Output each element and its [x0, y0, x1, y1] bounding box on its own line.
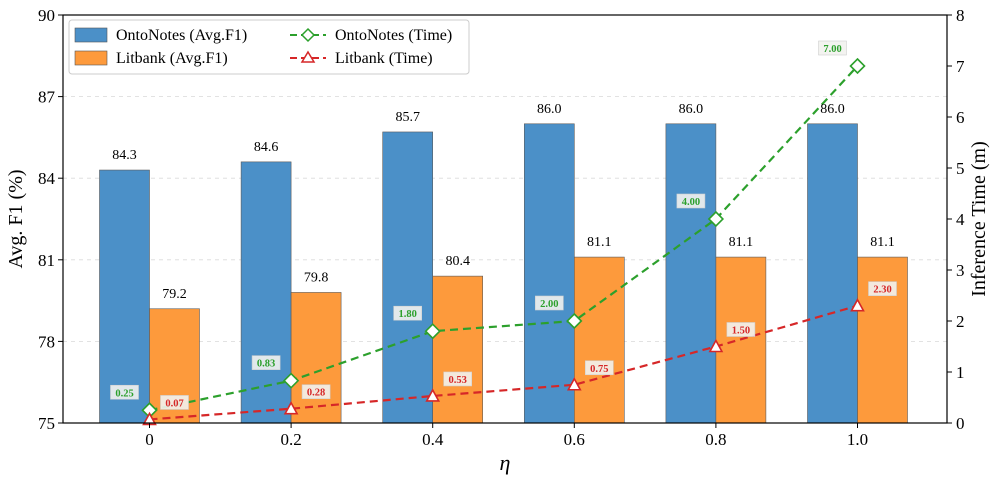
legend-label-ontonotes-time: OntoNotes (Time): [335, 27, 452, 44]
diamond-marker: [707, 210, 725, 228]
bar-value-label: 86.0: [820, 102, 845, 117]
bar-value-label: 79.8: [304, 270, 329, 285]
point-value-label: 0.28: [307, 388, 325, 399]
y2-tick-label: 3: [956, 261, 965, 280]
axes-layer: [58, 14, 952, 428]
point-value-label: 0.07: [165, 398, 183, 409]
x-tick-label: 1.0: [847, 430, 868, 449]
x-tick-label: 0.6: [564, 430, 585, 449]
y2-tick-label: 4: [956, 210, 965, 229]
bar-layer: [99, 123, 908, 424]
point-value-label: 7.00: [823, 44, 841, 55]
x-axis-label: η: [500, 450, 511, 475]
legend-swatch-litbank-f1: [74, 50, 108, 66]
diamond-marker: [424, 323, 441, 340]
y-tick-label: 78: [38, 332, 55, 351]
point-value-label: 2.30: [873, 285, 891, 296]
bar-ontonotes: [99, 169, 150, 424]
legend: OntoNotes (Avg.F1) Litbank (Avg.F1) Onto…: [68, 19, 470, 75]
point-label-box: [301, 384, 331, 400]
point-value-label: 4.00: [682, 197, 700, 208]
y-tick-label: 90: [38, 6, 55, 25]
bar-litbank: [573, 256, 625, 424]
point-label-box: [534, 295, 564, 311]
x-tick-label: 0: [145, 430, 154, 449]
legend-label-litbank-time: Litbank (Time): [335, 50, 433, 67]
grid-layer: [63, 96, 947, 342]
point-label-box: [251, 355, 281, 370]
bar-value-label: 81.1: [729, 235, 754, 250]
bar-value-label: 80.4: [445, 254, 470, 269]
bar-ontonotes: [807, 123, 858, 424]
bar-value-label: 81.1: [870, 235, 895, 250]
bar-litbank: [432, 275, 484, 424]
bar-litbank: [290, 292, 342, 424]
point-value-label: 0.83: [257, 359, 275, 370]
legend-box: [68, 19, 470, 75]
y-tick-label: 84: [38, 169, 56, 188]
bar-value-label: 86.0: [679, 102, 704, 117]
y2-tick-label: 1: [956, 363, 965, 382]
legend-diamond-icon: [300, 27, 316, 43]
x-tick-label: 0.4: [422, 430, 444, 449]
x-tick-label: 0.8: [705, 430, 726, 449]
point-label-box: [584, 360, 614, 376]
point-value-label: 2.00: [540, 299, 558, 310]
legend-swatch-ontonotes-f1: [74, 27, 108, 43]
y2-tick-label: 8: [956, 6, 965, 25]
y-tick-label: 75: [38, 414, 55, 433]
point-value-label: 0.75: [590, 364, 608, 375]
point-label-box: [110, 384, 139, 400]
point-label-box: [726, 322, 756, 337]
y-axis-label: Avg. F1 (%): [5, 169, 27, 268]
bar-ontonotes: [382, 131, 434, 424]
point-value-label: 1.50: [732, 326, 750, 337]
point-value-label: 1.80: [399, 309, 417, 320]
bar-value-label: 86.0: [537, 102, 562, 117]
point-label-box: [868, 281, 897, 297]
point-label-box: [676, 193, 706, 209]
line-layer: [110, 40, 897, 426]
y-tick-label: 87: [38, 88, 56, 107]
triangle-marker: [283, 401, 299, 415]
point-label-box: [443, 371, 473, 387]
legend-label-litbank-f1: Litbank (Avg.F1): [116, 50, 228, 67]
bar-value-label: 84.3: [112, 148, 137, 163]
diamond-marker: [282, 372, 300, 389]
triangle-marker: [850, 298, 865, 312]
legend-label-ontonotes-f1: OntoNotes (Avg.F1): [116, 27, 247, 44]
line-ontonotes-time: [149, 65, 859, 412]
point-label-box: [393, 305, 423, 321]
triangle-marker: [708, 338, 724, 353]
y2-tick-label: 0: [956, 414, 965, 433]
triangle-marker: [566, 377, 582, 391]
point-value-label: 0.53: [449, 375, 467, 386]
legend-triangle-icon: [300, 50, 316, 63]
bar-ontonotes: [523, 123, 575, 424]
bar-ontonotes: [240, 161, 292, 424]
y2-tick-label: 2: [956, 312, 965, 331]
point-value-label: 0.25: [115, 388, 133, 399]
y2-tick-label: 6: [956, 108, 965, 127]
line-litbank-time: [149, 304, 858, 421]
bar-value-label: 84.6: [254, 140, 279, 155]
diamond-marker: [849, 57, 866, 75]
x-tick-label: 0.2: [280, 430, 301, 449]
point-label-box: [818, 40, 847, 56]
y-tick-label: 81: [38, 251, 55, 270]
bar-value-label: 81.1: [587, 235, 612, 250]
y2-tick-label: 5: [956, 159, 965, 178]
bar-value-label: 79.2: [162, 287, 187, 302]
diamond-marker: [566, 312, 583, 330]
triangle-marker: [425, 388, 441, 402]
y2-axis-label: Inference Time (m): [968, 141, 990, 297]
y2-tick-label: 7: [956, 57, 965, 76]
point-label-box: [160, 395, 189, 410]
bar-value-label: 85.7: [395, 110, 420, 125]
bar-ontonotes: [665, 123, 717, 424]
